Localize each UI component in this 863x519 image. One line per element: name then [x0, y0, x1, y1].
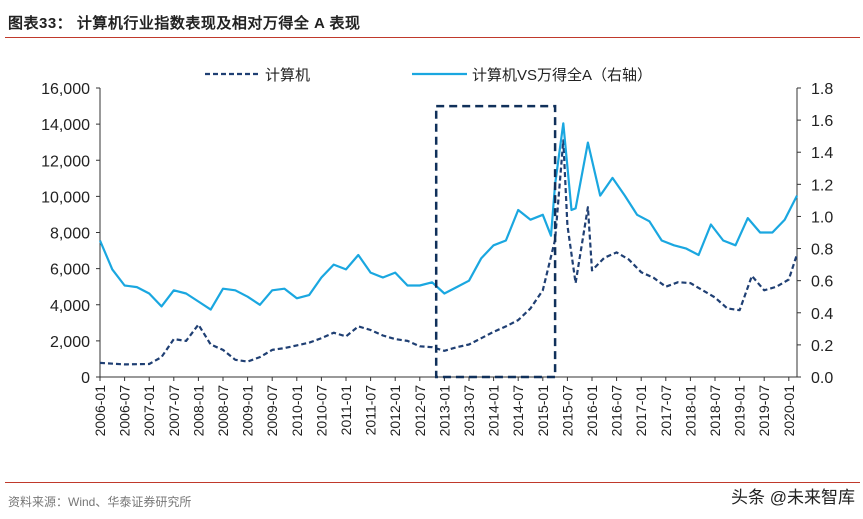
right-tick-label: 1.8 [811, 81, 833, 98]
right-tick-label: 0.0 [811, 370, 833, 387]
x-tick-label: 2011-01 [338, 385, 354, 436]
watermark: 头条 @未来智库 [731, 488, 855, 507]
left-tick-label: 8,000 [50, 226, 90, 243]
legend-label: 计算机 [265, 66, 310, 84]
x-tick-label: 2019-07 [756, 385, 772, 437]
x-tick-label: 2010-07 [313, 385, 329, 437]
x-tick-label: 2015-01 [535, 385, 551, 437]
source-note: 资料来源：Wind、华泰证券研究所 [8, 495, 192, 509]
x-tick-label: 2009-07 [264, 385, 280, 437]
x-tick-label: 2018-01 [682, 385, 698, 437]
figure-title: 图表33： 计算机行业指数表现及相对万得全 A 表现 [8, 15, 361, 32]
series-line-computer-index [99, 139, 799, 366]
x-tick-label: 2013-01 [436, 385, 452, 437]
x-tick-label: 2019-01 [732, 385, 748, 437]
x-tick-label: 2010-01 [289, 385, 305, 437]
right-tick-label: 1.0 [811, 209, 833, 226]
right-tick-label: 0.8 [811, 242, 833, 259]
x-tick-label: 2007-07 [166, 385, 182, 437]
left-tick-label: 14,000 [41, 117, 90, 134]
x-tick-label: 2009-01 [240, 385, 256, 437]
x-tick-label: 2008-01 [190, 385, 206, 437]
x-tick-label: 2017-01 [633, 385, 649, 437]
x-tick-label: 2013-07 [461, 385, 477, 437]
right-tick-label: 0.4 [811, 306, 833, 323]
x-tick-label: 2018-07 [707, 385, 723, 437]
right-tick-label: 0.2 [811, 338, 833, 355]
x-tick-label: 2012-07 [412, 385, 428, 437]
x-tick-label: 2014-07 [510, 385, 526, 437]
right-tick-label: 1.4 [811, 145, 833, 162]
x-tick-label: 2016-07 [609, 385, 625, 437]
x-tick-label: 2006-07 [117, 385, 133, 437]
x-tick-label: 2006-01 [92, 385, 108, 437]
title-divider [5, 37, 860, 38]
x-tick-label: 2015-07 [559, 385, 575, 437]
left-tick-label: 6,000 [50, 262, 90, 279]
left-tick-label: 0 [81, 370, 90, 387]
right-tick-label: 1.2 [811, 177, 833, 194]
left-tick-label: 12,000 [41, 153, 90, 170]
x-tick-label: 2020-01 [781, 385, 797, 437]
x-tick-label: 2014-01 [486, 385, 502, 437]
x-tick-label: 2016-01 [584, 385, 600, 437]
x-tick-label: 2008-07 [215, 385, 231, 437]
highlight-box [434, 104, 557, 379]
left-tick-label: 10,000 [41, 189, 90, 206]
left-tick-label: 2,000 [50, 334, 90, 351]
x-tick-label: 2011-07 [363, 385, 379, 436]
footer-divider [5, 482, 860, 483]
x-tick-label: 2012-01 [387, 385, 403, 437]
right-tick-label: 0.6 [811, 274, 833, 291]
left-tick-label: 16,000 [41, 81, 90, 98]
right-tick-label: 1.6 [811, 113, 833, 130]
left-tick-label: 4,000 [50, 298, 90, 315]
series-line-relative-to-wind-a [98, 122, 798, 311]
x-tick-label: 2007-01 [141, 385, 157, 437]
x-tick-label: 2017-07 [658, 385, 674, 437]
legend-label: 计算机VS万得全A（右轴） [472, 66, 652, 84]
